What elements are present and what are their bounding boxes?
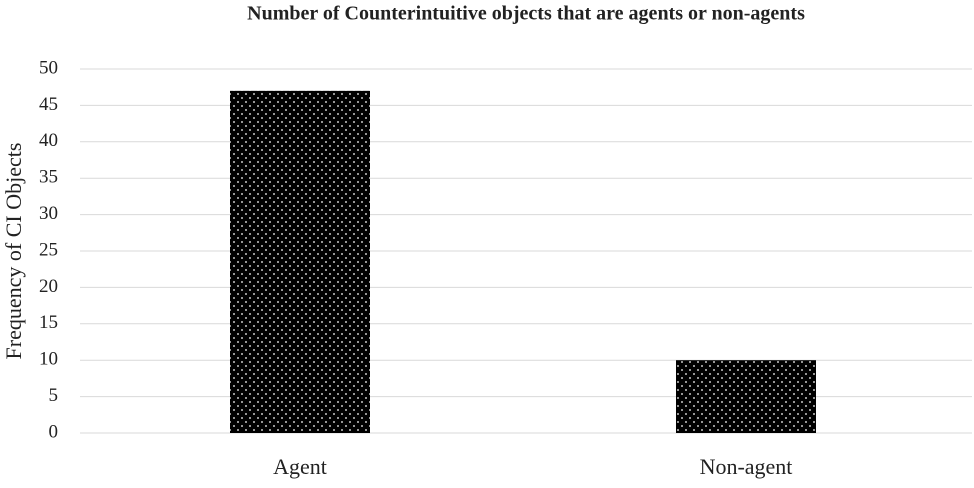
y-tick-label: 30 (39, 203, 58, 224)
y-tick-label: 40 (39, 130, 58, 151)
y-tick-label: 45 (39, 94, 58, 115)
y-tick-label: 50 (39, 57, 58, 78)
x-tick-label: Non-agent (700, 454, 793, 479)
y-tick-label: 25 (39, 239, 58, 260)
bar (230, 90, 370, 433)
y-tick-label: 15 (39, 312, 58, 333)
y-tick-label: 0 (49, 421, 59, 442)
y-tick-label: 10 (39, 349, 58, 370)
y-tick-label: 5 (49, 385, 59, 406)
x-tick-label: Agent (273, 454, 327, 479)
y-tick-label: 35 (39, 167, 58, 188)
bar (676, 360, 816, 433)
y-tick-label: 20 (39, 276, 58, 297)
chart-title: Number of Counterintuitive objects that … (247, 3, 805, 25)
y-axis-label: Frequency of CI Objects (1, 143, 26, 360)
